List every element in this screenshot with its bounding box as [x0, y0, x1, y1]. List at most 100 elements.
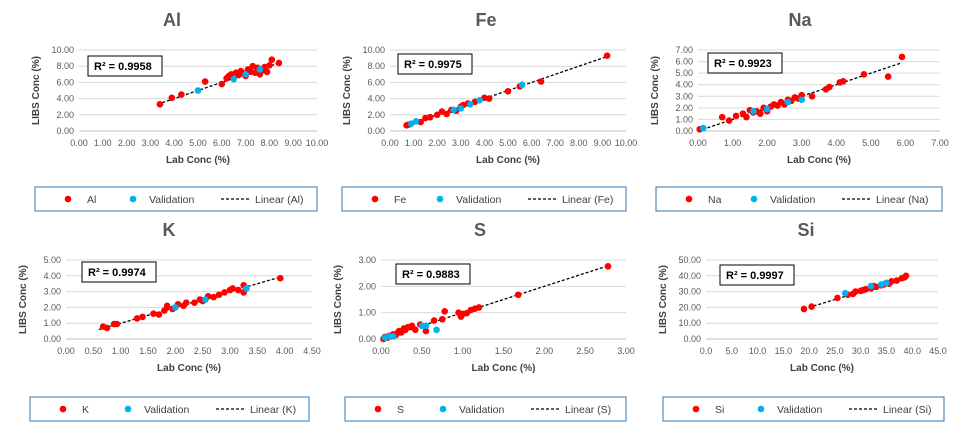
data-point-fe — [504, 88, 512, 95]
x-tick-label-si: 10.0 — [749, 346, 767, 356]
validation-point-fe — [412, 117, 420, 125]
x-tick-label-na: 0.00 — [689, 138, 707, 148]
x-tick-label-fe: 5.00 — [499, 138, 517, 148]
y-tick-label-k: 4.00 — [43, 271, 61, 281]
legend-label-al: Al — [87, 194, 96, 206]
data-point-k — [210, 293, 217, 301]
y-tick-label-si: 30.00 — [678, 287, 701, 297]
data-point-na — [798, 91, 806, 99]
r2-label-k: R² = 0.9974 — [88, 267, 147, 279]
x-tick-label-na: 7.00 — [931, 138, 949, 148]
x-tick-label-al: 0.00 — [70, 138, 88, 148]
r2-box-al — [87, 55, 163, 77]
r2-box-si — [719, 264, 795, 286]
x-tick-label-si: 5.0 — [726, 346, 739, 356]
x-tick-label-si: 25.0 — [826, 346, 844, 356]
validation-point-na — [798, 96, 806, 104]
data-point-na — [826, 83, 833, 91]
y-tick-label-si: 0.00 — [683, 334, 701, 344]
x-tick-label-k: 3.00 — [221, 346, 239, 356]
legend-na — [655, 186, 943, 212]
validation-point-na — [750, 108, 757, 115]
x-tick-label-s: 2.50 — [576, 346, 594, 356]
trendline-k — [98, 275, 283, 331]
validation-point-fe — [518, 81, 526, 89]
validation-point-al — [194, 87, 202, 94]
data-point-k — [276, 274, 284, 282]
validation-point-s — [422, 322, 430, 330]
y-tick-label-si: 50.00 — [678, 255, 701, 265]
x-tick-label-s: 2.00 — [536, 346, 554, 356]
chart-title-al: Al — [163, 10, 181, 30]
x-tick-label-al: 6.00 — [213, 138, 231, 148]
y-tick-label-al: 6.00 — [56, 77, 74, 87]
panel-k: K 0.00 1.00 2.00 3.00 4.00 5.00 0.00 0.50 1.00 1.5… — [18, 220, 321, 422]
legend-label-fe: Fe — [394, 194, 406, 206]
y-tick-label-s: 0.00 — [358, 334, 376, 344]
y-tick-label-al: 10.00 — [51, 45, 74, 55]
x-tick-label-si: 20.0 — [800, 346, 818, 356]
x-tick-label-al: 3.00 — [142, 138, 160, 148]
legend-marker-validation — [124, 405, 132, 413]
x-tick-label-si: 30.0 — [852, 346, 870, 356]
x-tick-label-k: 1.00 — [112, 346, 130, 356]
validation-point-k — [243, 285, 250, 292]
data-point-si — [852, 288, 859, 295]
data-point-si — [808, 303, 815, 310]
x-tick-label-fe: 2.00 — [428, 138, 446, 148]
x-axis-label-k: Lab Conc (%) — [157, 363, 221, 374]
y-tick-label-al: 4.00 — [56, 94, 74, 104]
data-point-si — [800, 305, 808, 313]
y-axis-label-s: LIBS Conc (%) — [333, 265, 344, 334]
r2-label-si: R² = 0.9997 — [726, 270, 784, 282]
legend-marker-k — [59, 405, 67, 413]
y-axis-label-al: LIBS Conc (%) — [31, 56, 42, 125]
y-axis-label-k: LIBS Conc (%) — [18, 265, 29, 334]
data-point-na — [743, 113, 750, 121]
data-point-fe — [537, 78, 545, 85]
legend-marker-al — [64, 195, 72, 203]
y-axis-label-si: LIBS Conc (%) — [658, 265, 669, 334]
r2-label-fe: R² = 0.9975 — [404, 59, 462, 71]
validation-point-na — [763, 105, 771, 113]
x-tick-label-al: 4.00 — [165, 138, 183, 148]
validation-point-al — [256, 66, 264, 73]
x-axis-label-s: Lab Conc (%) — [472, 363, 536, 374]
legend-label-trendline: Linear (K) — [250, 404, 296, 416]
x-tick-label-al: 10.00 — [306, 138, 329, 148]
y-tick-label-al: 0.00 — [56, 126, 74, 136]
r2-box-fe — [397, 53, 473, 75]
data-point-s — [475, 304, 483, 311]
validation-point-si — [883, 279, 890, 287]
validation-point-s — [433, 326, 440, 334]
y-tick-label-na: 4.00 — [675, 80, 693, 90]
legend-label-validation: Validation — [770, 194, 815, 206]
validation-point-fe — [450, 106, 458, 114]
data-point-na — [860, 71, 868, 78]
data-point-na — [808, 92, 816, 100]
y-tick-label-al: 8.00 — [56, 61, 74, 71]
y-tick-label-na: 7.00 — [675, 45, 693, 55]
data-point-na — [756, 110, 764, 117]
data-point-na — [725, 117, 733, 124]
legend-si — [662, 396, 945, 422]
data-point-al — [275, 59, 283, 67]
y-tick-label-s: 3.00 — [358, 255, 376, 265]
y-axis-label-fe: LIBS Conc (%) — [342, 56, 353, 125]
x-tick-label-k: 2.50 — [194, 346, 212, 356]
chart-title-si: Si — [797, 220, 814, 240]
y-tick-label-fe: 2.00 — [367, 110, 385, 120]
data-point-si — [872, 283, 880, 291]
x-tick-label-k: 0.00 — [57, 346, 75, 356]
legend-label-validation: Validation — [459, 404, 504, 416]
x-tick-label-si: 0.0 — [700, 346, 713, 356]
x-tick-label-fe: 3.00 — [452, 138, 470, 148]
legend-marker-s — [374, 405, 382, 413]
x-tick-label-na: 3.00 — [793, 138, 811, 148]
legend-label-validation: Validation — [777, 404, 822, 416]
validation-point-k — [172, 304, 179, 311]
data-point-na — [718, 113, 726, 121]
r2-box-k — [81, 261, 157, 283]
validation-point-si — [867, 282, 875, 290]
data-point-k — [113, 320, 121, 328]
